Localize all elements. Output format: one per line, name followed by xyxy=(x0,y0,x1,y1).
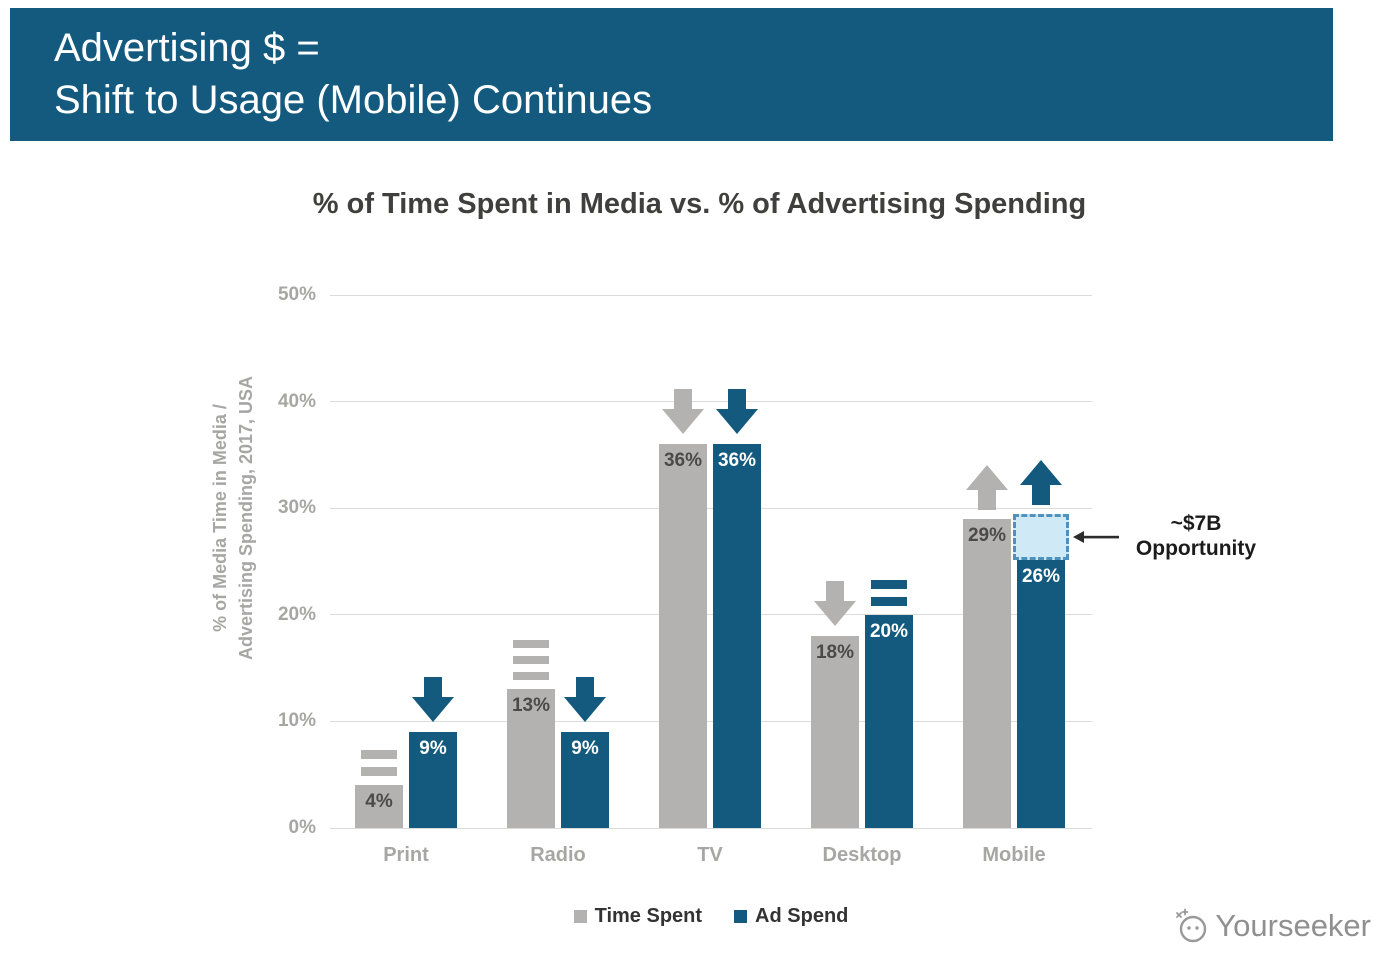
bar-time-spent-tv: 36% xyxy=(659,444,707,828)
legend: Time Spent Ad Spend xyxy=(330,905,1092,928)
legend-item-time-spent: Time Spent xyxy=(573,905,703,928)
bar-ad-spend-radio: 9% xyxy=(561,732,609,828)
watermark: Yourseeker xyxy=(1173,908,1371,944)
x-axis-label-mobile: Mobile xyxy=(982,844,1046,866)
trend-flat2-icon xyxy=(866,579,912,606)
trend-down-icon xyxy=(714,389,760,435)
x-axis-label-tv: TV xyxy=(697,844,723,866)
bar-value-label: 29% xyxy=(967,524,1007,546)
trend-down-icon xyxy=(660,389,706,435)
gridline xyxy=(330,401,1092,403)
bar-value-label: 9% xyxy=(571,738,599,760)
annotation-line1: ~$7B xyxy=(1170,511,1222,535)
watermark-text: Yourseeker xyxy=(1215,908,1371,943)
gridline xyxy=(330,507,1092,509)
x-axis-label-print: Print xyxy=(383,844,429,866)
bar-value-label: 13% xyxy=(511,695,551,717)
y-axis-label-line1: % of Media Time in Media / xyxy=(210,404,230,632)
y-tick-label: 0% xyxy=(288,817,316,838)
header-line2: Shift to Usage (Mobile) Continues xyxy=(54,78,653,122)
bar-value-label: 26% xyxy=(1021,566,1061,588)
bar-time-spent-mobile: 29% xyxy=(963,518,1011,828)
trend-up-icon xyxy=(1018,459,1064,505)
legend-swatch xyxy=(573,910,587,923)
y-tick-label: 10% xyxy=(277,710,316,732)
trend-down-icon xyxy=(562,677,608,723)
legend-item-ad-spend: Ad Spend xyxy=(734,905,848,928)
bar-value-label: 9% xyxy=(419,738,447,760)
x-axis-label-radio: Radio xyxy=(530,844,586,866)
header-banner: Advertising $ = Shift to Usage (Mobile) … xyxy=(10,8,1333,141)
gridline xyxy=(330,294,1092,296)
bar-value-label: 18% xyxy=(815,642,855,664)
bar-value-label: 36% xyxy=(663,450,703,472)
y-tick-label: 30% xyxy=(277,497,316,519)
chart-title: % of Time Spent in Media vs. % of Advert… xyxy=(312,188,1087,220)
trend-flat2-icon xyxy=(356,750,402,777)
annotation-text: ~$7B Opportunity xyxy=(1121,511,1271,561)
legend-label: Ad Spend xyxy=(755,905,849,927)
plot-area: 0% 10% 20% 30% 40% 50% 4% 9% Print 13% 9% Radio 36% 3… xyxy=(278,284,1256,866)
bar-ad-spend-tv: 36% xyxy=(713,444,761,828)
bar-value-label: 20% xyxy=(869,620,909,642)
x-axis-label-desktop: Desktop xyxy=(822,844,902,866)
trend-up-icon xyxy=(964,464,1010,510)
annotation-box xyxy=(1013,513,1069,561)
header-line1: Advertising $ = xyxy=(54,26,320,70)
legend-label: Time Spent xyxy=(594,905,703,927)
y-tick-label: 50% xyxy=(277,284,316,305)
bar-ad-spend-mobile: 26% xyxy=(1017,550,1065,828)
bar-value-label: 36% xyxy=(717,450,757,472)
gridline xyxy=(330,614,1092,616)
annotation-line2: Opportunity xyxy=(1135,536,1257,560)
y-tick-label: 40% xyxy=(277,390,316,412)
yourseeker-logo-icon xyxy=(1173,908,1209,944)
gridline xyxy=(330,827,1092,829)
bar-value-label: 4% xyxy=(365,791,393,813)
trend-flat3-icon xyxy=(508,640,554,681)
annotation-arrow-icon xyxy=(1073,530,1119,544)
bar-ad-spend-print: 9% xyxy=(409,732,457,828)
bar-ad-spend-desktop: 20% xyxy=(865,614,913,828)
y-tick-label: 20% xyxy=(277,603,316,625)
trend-down-icon xyxy=(410,677,456,723)
trend-down-icon xyxy=(812,581,858,627)
bar-time-spent-desktop: 18% xyxy=(811,636,859,828)
bar-time-spent-print: 4% xyxy=(355,785,403,828)
gridline xyxy=(330,720,1092,722)
bar-time-spent-radio: 13% xyxy=(507,689,555,828)
legend-swatch xyxy=(734,910,748,923)
